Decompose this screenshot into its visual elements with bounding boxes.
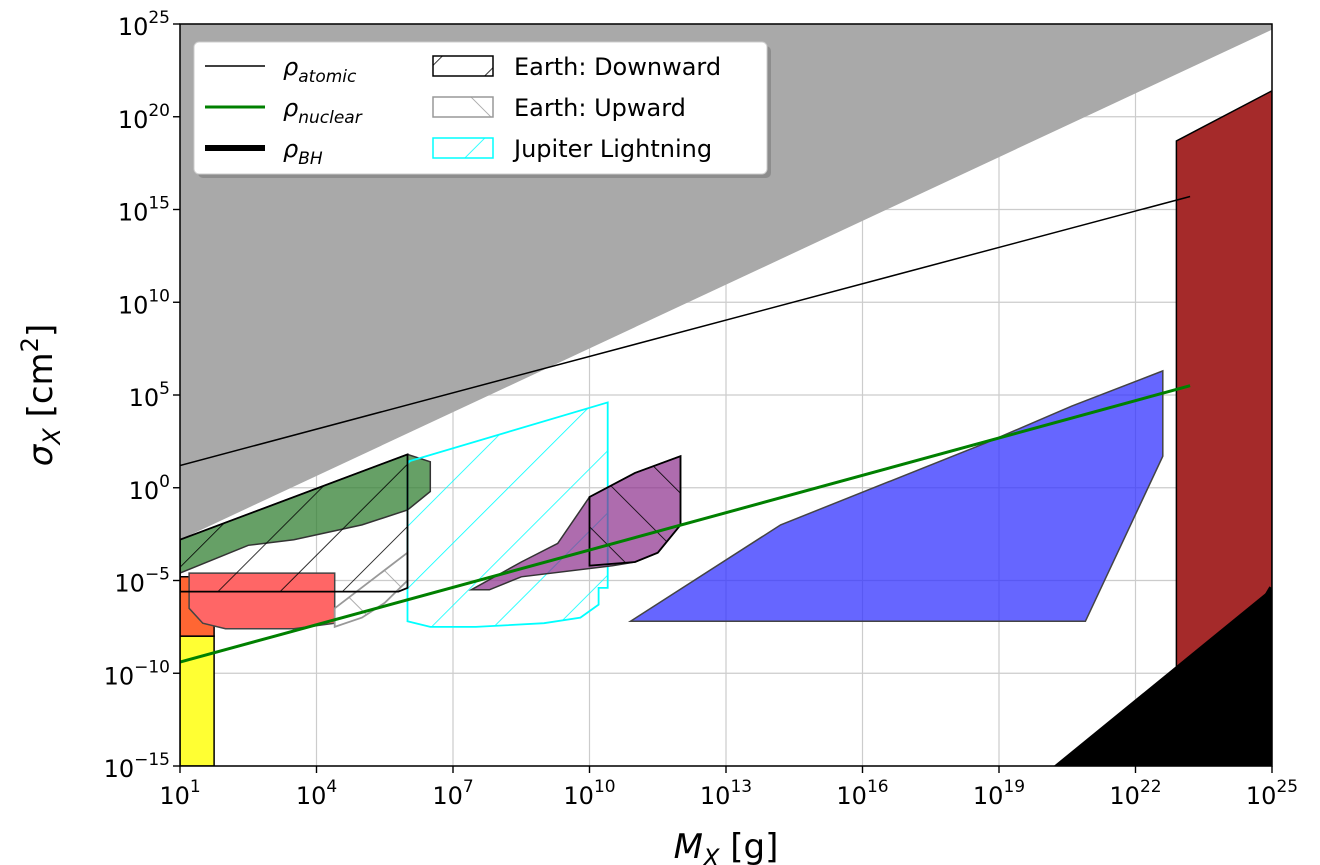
legend-label: ρnuclear [283, 94, 363, 128]
tick-label: 1013 [700, 777, 752, 810]
tick-label: 1019 [973, 777, 1025, 810]
tick-label: 10−15 [104, 750, 170, 783]
exclusion-region [180, 453, 409, 593]
tick-layer: 101 104 107 1010 1013 1016 1019 1022 1025 10−15 10… [104, 8, 1299, 810]
y-axis-label: σX [cm2] [16, 324, 66, 466]
tick-label: 1010 [118, 286, 170, 319]
legend-label: Earth: Upward [514, 94, 686, 122]
x-axis-label: MX [g] [674, 827, 779, 865]
tick-label: 1015 [118, 194, 170, 227]
legend: ρatomic ρnuclear ρBH Earth: Downward Earth: … [193, 41, 771, 178]
legend-swatch [432, 137, 494, 159]
legend-label: Earth: Downward [514, 53, 721, 81]
series-line [1164, 586, 1272, 766]
tick-label: 104 [296, 777, 337, 810]
exclusion-region [588, 454, 682, 567]
legend-label: ρatomic [283, 53, 357, 87]
tick-label: 1022 [1109, 777, 1161, 810]
tick-label: 100 [129, 472, 170, 505]
tick-label: 10−5 [114, 565, 170, 598]
tick-label: 1025 [118, 8, 170, 41]
series-line [180, 384, 1191, 664]
legend-label: Jupiter Lightning [512, 135, 712, 163]
legend-swatch [432, 55, 494, 77]
tick-label: 1025 [1246, 777, 1298, 810]
tick-label: 105 [129, 379, 170, 412]
exclusion-region [627, 369, 1164, 623]
legend-label: ρBH [283, 135, 323, 169]
region-layer [180, 24, 1272, 766]
exclusion-region [1053, 587, 1272, 766]
tick-label: 107 [432, 777, 473, 810]
legend-swatch [432, 96, 494, 118]
tick-label: 101 [159, 777, 200, 810]
tick-label: 10−10 [104, 657, 170, 690]
tick-label: 1020 [118, 101, 170, 134]
series-layer [180, 195, 1272, 766]
tick-label: 1010 [563, 777, 615, 810]
series-line [180, 195, 1191, 467]
tick-label: 1016 [836, 777, 888, 810]
